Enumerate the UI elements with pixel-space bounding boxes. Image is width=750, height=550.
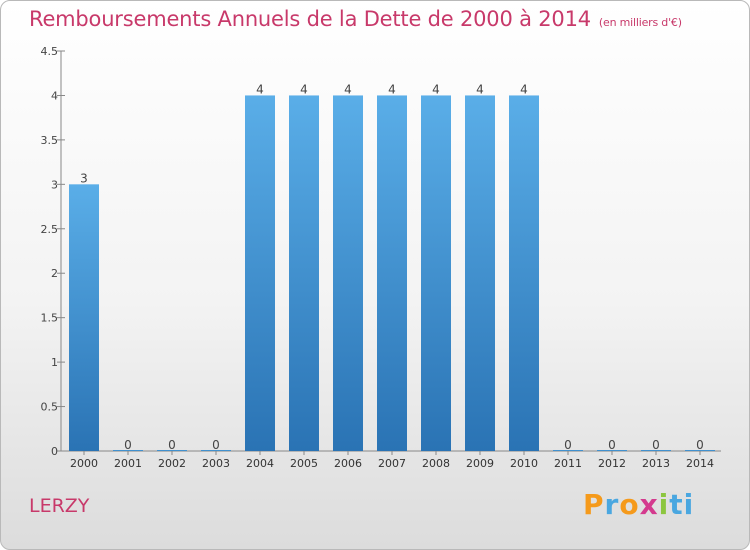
chart-title: Remboursements Annuels de la Dette de 20… <box>29 7 682 31</box>
x-tick-label: 2003 <box>202 457 230 470</box>
data-label: 0 <box>124 438 132 452</box>
bar-2007 <box>377 95 407 451</box>
y-tick-label: 4.5 <box>41 45 59 58</box>
x-tick-label: 2008 <box>422 457 450 470</box>
logo-letter-x: x <box>639 488 659 521</box>
x-tick-label: 2013 <box>642 457 670 470</box>
logo-letter-p: P <box>583 488 605 521</box>
bar-2004 <box>245 95 275 451</box>
bar-2014 <box>685 450 715 451</box>
y-tick-label: 1 <box>51 356 58 369</box>
y-tick-label: 0.5 <box>41 401 59 414</box>
bar-2005 <box>289 95 319 451</box>
logo-letter-ti: ti <box>669 488 695 521</box>
x-tick-label: 2000 <box>70 457 98 470</box>
data-label: 0 <box>652 438 660 452</box>
data-label: 0 <box>564 438 572 452</box>
bar-2010 <box>509 95 539 451</box>
bar-2011 <box>553 450 583 451</box>
data-label: 0 <box>168 438 176 452</box>
bar-2001 <box>113 450 143 451</box>
x-tick-label: 2011 <box>554 457 582 470</box>
logo-letter-o: o <box>619 488 640 521</box>
x-tick-label: 2004 <box>246 457 274 470</box>
x-tick-label: 2014 <box>686 457 714 470</box>
chart-unit: (en milliers d'€) <box>598 16 682 29</box>
proxiti-logo: Proxiti <box>583 488 694 521</box>
data-label: 4 <box>520 82 528 96</box>
data-label: 4 <box>388 82 396 96</box>
data-label: 4 <box>476 82 484 96</box>
bar-2013 <box>641 450 671 451</box>
bar-2002 <box>157 450 187 451</box>
data-label: 0 <box>212 438 220 452</box>
x-tick-label: 2006 <box>334 457 362 470</box>
logo-letter-r: r <box>604 488 620 521</box>
bar-2006 <box>333 95 363 451</box>
bar-2000 <box>69 184 99 452</box>
y-tick-label: 3 <box>51 178 58 191</box>
chart-title-text: Remboursements Annuels de la Dette de 20… <box>29 7 591 31</box>
y-tick-label: 1.5 <box>41 312 59 325</box>
bar-2009 <box>465 95 495 451</box>
bar-2008 <box>421 95 451 451</box>
y-tick-label: 2 <box>51 267 58 280</box>
data-label: 0 <box>696 438 704 452</box>
data-label: 0 <box>608 438 616 452</box>
data-label: 3 <box>80 171 88 185</box>
data-label: 4 <box>256 82 264 96</box>
data-label: 4 <box>432 82 440 96</box>
bar-2012 <box>597 450 627 451</box>
y-tick-label: 3.5 <box>41 134 59 147</box>
x-tick-label: 2007 <box>378 457 406 470</box>
data-label: 4 <box>300 82 308 96</box>
bar-2003 <box>201 450 231 451</box>
x-tick-label: 2005 <box>290 457 318 470</box>
x-tick-label: 2010 <box>510 457 538 470</box>
y-tick-label: 2.5 <box>41 223 59 236</box>
x-tick-label: 2012 <box>598 457 626 470</box>
commune-name: LERZY <box>29 495 90 517</box>
x-tick-label: 2009 <box>466 457 494 470</box>
x-tick-label: 2001 <box>114 457 142 470</box>
x-tick-label: 2002 <box>158 457 186 470</box>
data-label: 4 <box>344 82 352 96</box>
logo-letter-i: i <box>658 488 670 521</box>
y-tick-label: 4 <box>51 89 58 102</box>
y-tick-label: 0 <box>51 445 58 458</box>
